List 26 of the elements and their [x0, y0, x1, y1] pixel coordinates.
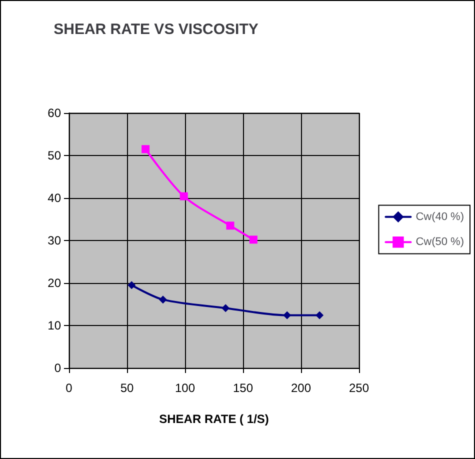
x-tick-label: 50	[120, 381, 134, 395]
x-tick-label: 0	[66, 381, 73, 395]
point	[316, 311, 324, 320]
point	[226, 222, 234, 230]
y-tick-label: 60	[48, 106, 62, 120]
y-tick-label: 40	[48, 191, 62, 205]
x-axis-title: SHEAR RATE ( 1/S)	[159, 412, 269, 426]
point	[180, 192, 188, 200]
x-tick-label: 100	[174, 381, 196, 395]
x-tick-label: 250	[348, 381, 370, 395]
y-tick-label: 20	[48, 276, 62, 290]
point	[249, 236, 258, 244]
x-tick-label: 150	[232, 381, 254, 395]
y-tick-label: 10	[48, 318, 62, 332]
point	[142, 145, 150, 154]
legend-label: Cw(40 %)	[416, 210, 464, 223]
y-tick-label: 50	[48, 148, 62, 162]
x-tick-label: 200	[290, 381, 312, 395]
legend-label: Cw(50 %)	[416, 236, 464, 248]
point	[158, 296, 167, 304]
y-tick-label: 0	[54, 361, 62, 375]
point	[283, 311, 292, 320]
chart-title: SHEAR RATE VS VISCOSITY	[54, 21, 258, 38]
point	[222, 304, 230, 312]
point	[128, 281, 136, 290]
y-tick-label: 30	[48, 234, 62, 248]
